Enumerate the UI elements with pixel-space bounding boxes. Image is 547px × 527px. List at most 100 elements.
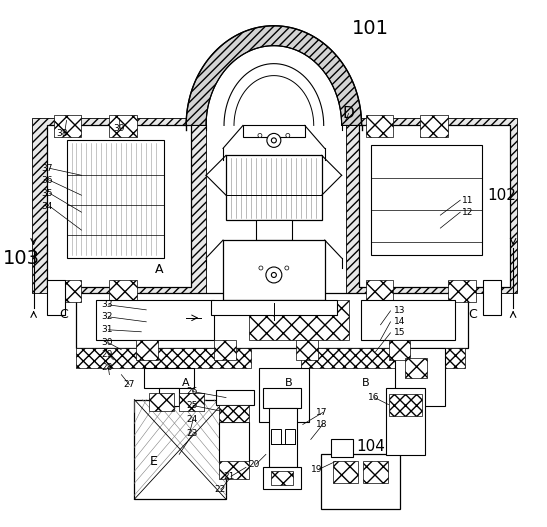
Text: 17: 17	[316, 408, 327, 417]
Bar	[421, 115, 449, 138]
Text: 37: 37	[42, 164, 53, 173]
Bar	[259, 368, 309, 423]
Bar	[32, 119, 206, 293]
Text: D: D	[343, 106, 354, 121]
Bar	[46, 125, 191, 287]
Text: B: B	[285, 378, 293, 388]
Text: B: B	[362, 378, 369, 388]
Bar	[331, 440, 353, 457]
Bar	[285, 430, 295, 444]
Circle shape	[266, 267, 282, 283]
Text: 12: 12	[462, 208, 474, 217]
Bar	[96, 300, 214, 340]
Text: 26: 26	[186, 387, 197, 396]
Text: 28: 28	[101, 363, 113, 372]
Bar	[144, 368, 194, 387]
Polygon shape	[186, 26, 362, 125]
Text: 30: 30	[101, 338, 113, 347]
Bar	[363, 461, 387, 483]
Text: 23: 23	[186, 429, 197, 438]
Text: 31: 31	[101, 325, 113, 334]
Bar	[219, 423, 249, 462]
Bar	[109, 280, 137, 302]
Circle shape	[259, 266, 263, 270]
Bar	[296, 340, 318, 360]
Bar	[405, 358, 427, 378]
Text: 33: 33	[101, 300, 113, 309]
Bar	[54, 115, 82, 138]
Text: 102: 102	[488, 188, 516, 203]
Text: 103: 103	[3, 249, 40, 268]
Text: 32: 32	[101, 313, 113, 321]
Bar	[388, 394, 422, 415]
Text: 27: 27	[123, 380, 135, 389]
Bar	[263, 387, 301, 407]
Bar	[269, 407, 297, 467]
Bar	[214, 340, 236, 360]
Text: 16: 16	[368, 393, 379, 402]
Text: 15: 15	[393, 328, 405, 337]
Bar	[301, 348, 465, 368]
Text: 101: 101	[352, 19, 389, 38]
Text: 38: 38	[56, 129, 68, 138]
Text: 36: 36	[42, 176, 53, 185]
Bar	[370, 145, 482, 255]
Bar	[109, 115, 137, 138]
Text: 25: 25	[186, 401, 197, 410]
Bar	[219, 461, 249, 480]
Bar	[271, 430, 281, 444]
Bar	[54, 280, 82, 302]
Bar	[149, 393, 174, 411]
Bar	[77, 293, 468, 348]
Bar	[365, 115, 393, 138]
Text: 13: 13	[393, 306, 405, 315]
Circle shape	[286, 133, 290, 138]
Bar	[360, 300, 455, 340]
Text: 34: 34	[42, 202, 53, 211]
Text: 20: 20	[248, 460, 259, 469]
Text: 35: 35	[42, 189, 53, 198]
Bar	[226, 155, 322, 220]
Bar	[333, 461, 358, 483]
Bar	[77, 348, 251, 368]
Text: A: A	[155, 264, 164, 277]
Bar	[386, 387, 426, 455]
Text: 29: 29	[101, 350, 113, 359]
Bar	[223, 240, 325, 300]
Bar	[216, 389, 254, 405]
Text: A: A	[182, 378, 190, 388]
Bar	[219, 405, 249, 423]
Bar	[46, 280, 65, 315]
Bar	[135, 399, 226, 499]
Text: 18: 18	[316, 420, 327, 429]
Bar	[395, 348, 445, 406]
Bar	[321, 454, 400, 509]
Text: C: C	[468, 308, 476, 321]
Bar	[179, 393, 204, 411]
Bar	[67, 140, 164, 258]
Text: 104: 104	[356, 439, 385, 454]
Text: 21: 21	[223, 472, 235, 481]
Bar	[211, 300, 336, 315]
Bar	[346, 119, 517, 293]
Bar	[159, 387, 179, 406]
Text: 24: 24	[186, 415, 197, 424]
Text: 11: 11	[462, 196, 474, 204]
Text: 14: 14	[393, 317, 405, 326]
Bar	[365, 280, 393, 302]
Bar	[483, 280, 501, 315]
Text: 39: 39	[113, 124, 125, 133]
Circle shape	[258, 133, 262, 138]
Text: C: C	[59, 308, 68, 321]
Bar	[249, 300, 348, 340]
Bar	[243, 125, 305, 138]
Circle shape	[271, 138, 276, 143]
Bar	[271, 471, 293, 485]
Circle shape	[271, 272, 276, 277]
Bar	[359, 125, 510, 287]
Bar	[263, 467, 301, 489]
Bar	[449, 280, 476, 302]
Bar	[388, 340, 410, 360]
Circle shape	[267, 133, 281, 148]
Bar	[256, 220, 292, 240]
